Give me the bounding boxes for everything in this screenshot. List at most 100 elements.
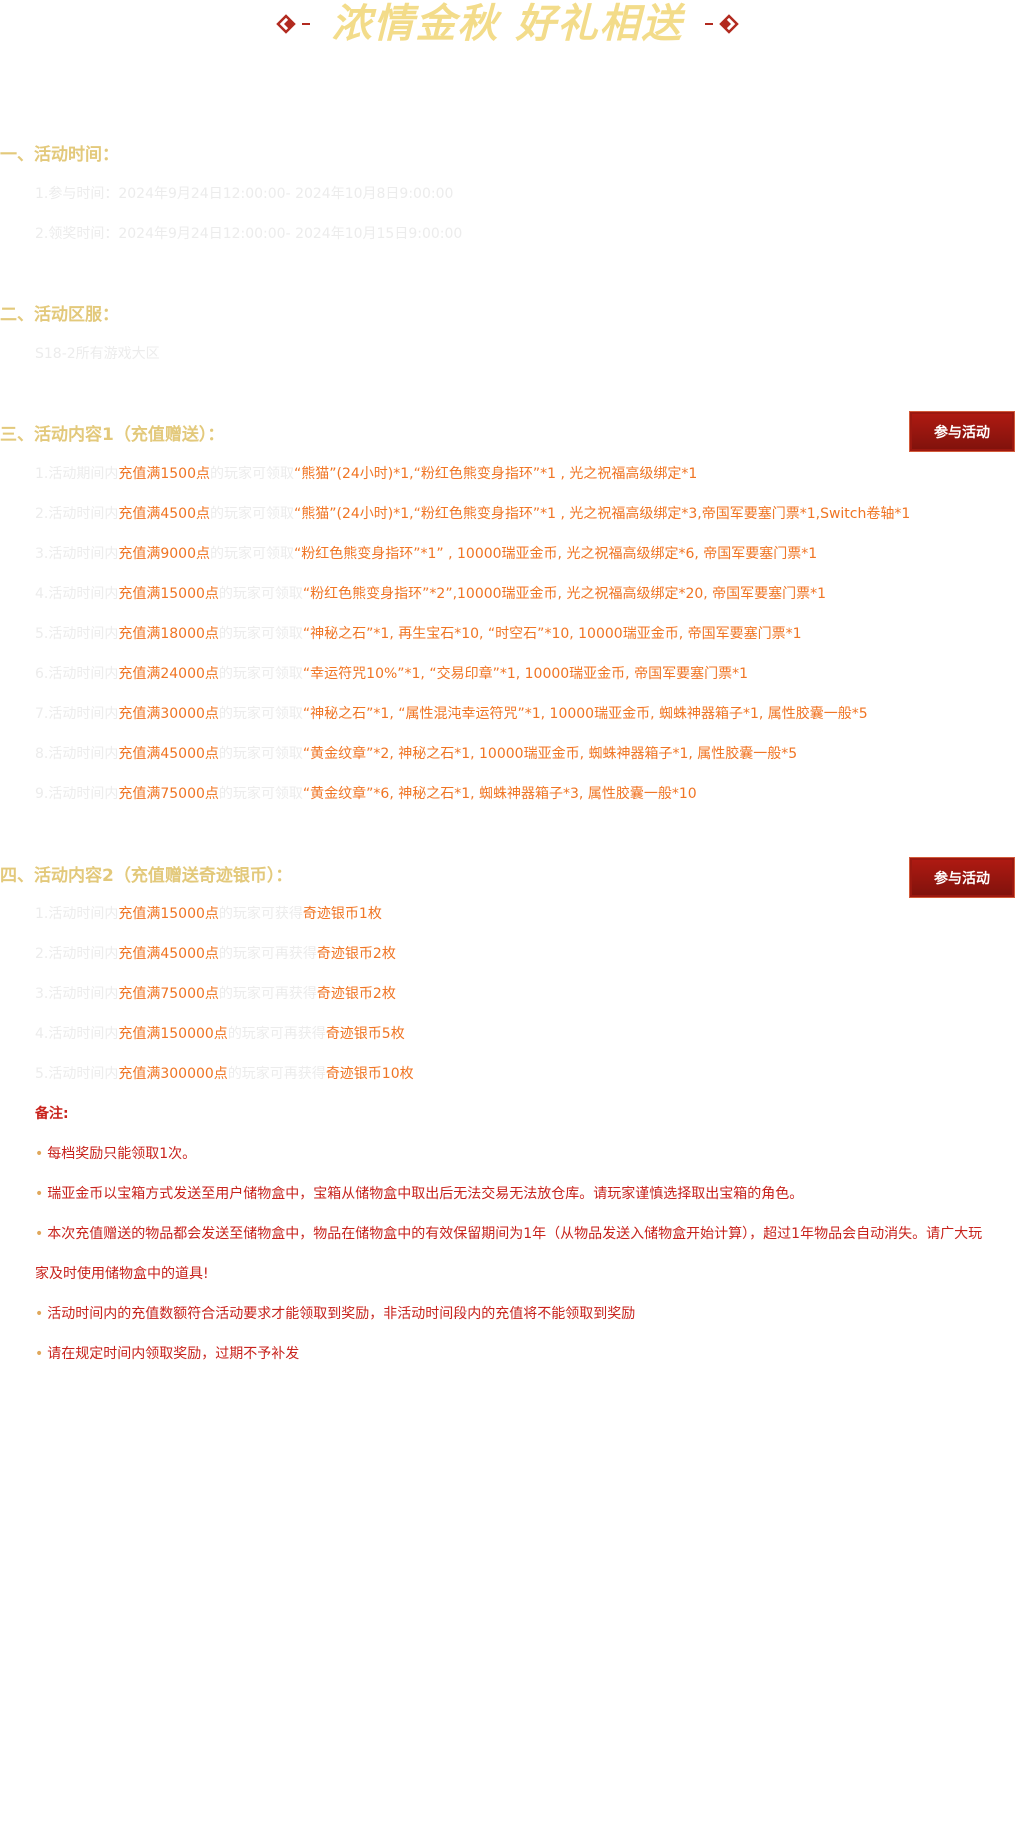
row-mid: 的玩家可再获得 xyxy=(227,1066,326,1082)
row-prefix: 6.活动时间内 xyxy=(35,666,119,682)
note-item: • 请在规定时间内领取奖励，过期不予补发 xyxy=(35,1343,299,1365)
note-item: • 活动时间内的充值数额符合活动要求才能领取到奖励，非活动时间段内的充值将不能领取… xyxy=(35,1303,635,1325)
left-ornament-icon xyxy=(276,14,311,34)
row-reward: “神秘之石”*1, 再生宝石*10, “时空石”*10, 10000瑞亚金币, … xyxy=(302,626,802,642)
row-amount: 充值满18000点 xyxy=(118,626,219,642)
note-text: 瑞亚金币以宝箱方式发送至用户储物盒中，宝箱从储物盒中取出后无法交易无法放仓库。请… xyxy=(47,1186,804,1202)
row-reward: 奇迹银币1枚 xyxy=(302,906,382,922)
row-reward: 奇迹银币5枚 xyxy=(325,1026,405,1042)
row-mid: 的玩家可领取 xyxy=(218,666,303,682)
row-mid: 的玩家可再获得 xyxy=(218,986,317,1002)
bullet-icon: • xyxy=(35,1306,44,1322)
note-item-continued: 家及时使用储物盒中的道具! xyxy=(35,1266,209,1282)
row-amount: 充值满15000点 xyxy=(118,586,219,602)
time-line-1: 1.参与时间：2024年9月24日12:00:00- 2024年10月8日9:0… xyxy=(35,186,454,202)
row-amount: 充值满45000点 xyxy=(118,946,219,962)
row-prefix: 4.活动时间内 xyxy=(35,1026,119,1042)
row-mid: 的玩家可领取 xyxy=(218,786,303,802)
row-prefix: 7.活动时间内 xyxy=(35,706,119,722)
server-line-1: S18-2所有游戏大区 xyxy=(35,346,160,362)
row-amount: 充值满9000点 xyxy=(118,546,210,562)
row-mid: 的玩家可获得 xyxy=(218,906,303,922)
row-reward: “熊猫”(24小时)*1,“粉红色熊变身指环”*1 , 光之祝福高级绑定*1 xyxy=(294,466,698,482)
row-reward: “粉红色熊变身指环”*1” , 10000瑞亚金币, 光之祝福高级绑定*6, 帝… xyxy=(294,546,818,562)
row-reward: 奇迹银币10枚 xyxy=(325,1066,414,1082)
content1-row: 8.活动时间内充值满45000点的玩家可领取“黄金纹章”*2, 神秘之石*1, … xyxy=(35,743,797,765)
row-reward: “黄金纹章”*2, 神秘之石*1, 10000瑞亚金币, 蜘蛛神器箱子*1, 属… xyxy=(302,746,798,762)
row-prefix: 4.活动时间内 xyxy=(35,586,119,602)
right-ornament-icon xyxy=(704,14,739,34)
section-content2-heading: 四、活动内容2（充值赠送奇迹银币）： xyxy=(0,866,293,886)
row-mid: 的玩家可领取 xyxy=(210,546,294,562)
content2-row: 5.活动时间内充值满300000点的玩家可再获得奇迹银币10枚 xyxy=(35,1063,414,1085)
content1-row: 2.活动时间内充值满4500点的玩家可领取“熊猫”(24小时)*1,“粉红色熊变… xyxy=(35,503,910,525)
bullet-icon: • xyxy=(35,1186,44,1202)
note-item: • 每档奖励只能领取1次。 xyxy=(35,1143,196,1165)
row-mid: 的玩家可领取 xyxy=(210,506,294,522)
row-reward: 奇迹银币2枚 xyxy=(316,946,396,962)
content2-row: 1.活动时间内充值满15000点的玩家可获得奇迹银币1枚 xyxy=(35,903,382,925)
row-prefix: 8.活动时间内 xyxy=(35,746,119,762)
content2-row: 2.活动时间内充值满45000点的玩家可再获得奇迹银币2枚 xyxy=(35,943,396,965)
row-prefix: 1.活动期间内 xyxy=(35,466,119,482)
row-prefix: 9.活动时间内 xyxy=(35,786,119,802)
content1-row: 7.活动时间内充值满30000点的玩家可领取“神秘之石”*1, “属性混沌幸运符… xyxy=(35,703,868,725)
note-text: 每档奖励只能领取1次。 xyxy=(47,1146,197,1162)
content1-row: 4.活动时间内充值满15000点的玩家可领取“粉红色熊变身指环”*2”,1000… xyxy=(35,583,826,605)
row-amount: 充值满300000点 xyxy=(118,1066,228,1082)
bullet-icon: • xyxy=(35,1346,44,1362)
section-server-heading: 二、活动区服： xyxy=(0,305,119,325)
page-title: 浓情金秋 好礼相送 xyxy=(331,1,684,47)
note-text: 本次充值赠送的物品都会发送至储物盒中，物品在储物盒中的有效保留期间为1年（从物品… xyxy=(47,1226,983,1242)
section-time-heading: 一、活动时间： xyxy=(0,145,119,165)
row-amount: 充值满30000点 xyxy=(118,706,219,722)
note-text: 活动时间内的充值数额符合活动要求才能领取到奖励，非活动时间段内的充值将不能领取到… xyxy=(47,1306,636,1322)
row-amount: 充值满15000点 xyxy=(118,906,219,922)
content1-row: 6.活动时间内充值满24000点的玩家可领取“幸运符咒10%”*1, “交易印章… xyxy=(35,663,748,685)
row-prefix: 5.活动时间内 xyxy=(35,1066,119,1082)
row-reward: “幸运符咒10%”*1, “交易印章”*1, 10000瑞亚金币, 帝国军要塞门… xyxy=(302,666,748,682)
note-item: • 本次充值赠送的物品都会发送至储物盒中，物品在储物盒中的有效保留期间为1年（从物… xyxy=(35,1223,982,1245)
title-banner: 浓情金秋 好礼相送 xyxy=(0,0,1015,48)
row-amount: 充值满150000点 xyxy=(118,1026,228,1042)
note-item: • 瑞亚金币以宝箱方式发送至用户储物盒中，宝箱从储物盒中取出后无法交易无法放仓库。… xyxy=(35,1183,803,1205)
content1-row: 3.活动时间内充值满9000点的玩家可领取“粉红色熊变身指环”*1” , 100… xyxy=(35,543,817,565)
row-amount: 充值满45000点 xyxy=(118,746,219,762)
join-activity-button-1[interactable]: 参与活动 xyxy=(909,411,1015,452)
join-activity-button-2[interactable]: 参与活动 xyxy=(909,857,1015,898)
row-amount: 充值满1500点 xyxy=(118,466,210,482)
row-mid: 的玩家可领取 xyxy=(210,466,294,482)
row-reward: “熊猫”(24小时)*1,“粉红色熊变身指环”*1 , 光之祝福高级绑定*3,帝… xyxy=(294,506,911,522)
row-mid: 的玩家可领取 xyxy=(218,626,303,642)
bullet-icon: • xyxy=(35,1226,44,1242)
row-prefix: 3.活动时间内 xyxy=(35,546,119,562)
row-mid: 的玩家可领取 xyxy=(218,586,303,602)
row-amount: 充值满75000点 xyxy=(118,986,219,1002)
notes-title: 备注: xyxy=(35,1106,69,1122)
row-prefix: 2.活动时间内 xyxy=(35,946,119,962)
row-prefix: 2.活动时间内 xyxy=(35,506,119,522)
section-content1-heading: 三、活动内容1（充值赠送）： xyxy=(0,425,225,445)
content2-row: 3.活动时间内充值满75000点的玩家可再获得奇迹银币2枚 xyxy=(35,983,396,1005)
row-mid: 的玩家可再获得 xyxy=(218,946,317,962)
row-reward: 奇迹银币2枚 xyxy=(316,986,396,1002)
content2-row: 4.活动时间内充值满150000点的玩家可再获得奇迹银币5枚 xyxy=(35,1023,405,1045)
row-prefix: 5.活动时间内 xyxy=(35,626,119,642)
row-reward: “黄金纹章”*6, 神秘之石*1, 蜘蛛神器箱子*3, 属性胶囊一般*10 xyxy=(302,786,697,802)
row-mid: 的玩家可领取 xyxy=(218,746,303,762)
row-mid: 的玩家可领取 xyxy=(218,706,303,722)
row-prefix: 3.活动时间内 xyxy=(35,986,119,1002)
time-line-2: 2.领奖时间：2024年9月24日12:00:00- 2024年10月15日9:… xyxy=(35,226,463,242)
content1-row: 1.活动期间内充值满1500点的玩家可领取“熊猫”(24小时)*1,“粉红色熊变… xyxy=(35,463,697,485)
row-amount: 充值满75000点 xyxy=(118,786,219,802)
bullet-icon: • xyxy=(35,1146,44,1162)
row-mid: 的玩家可再获得 xyxy=(227,1026,326,1042)
content1-row: 9.活动时间内充值满75000点的玩家可领取“黄金纹章”*6, 神秘之石*1, … xyxy=(35,783,697,805)
row-prefix: 1.活动时间内 xyxy=(35,906,119,922)
row-reward: “粉红色熊变身指环”*2”,10000瑞亚金币, 光之祝福高级绑定*20, 帝国… xyxy=(302,586,827,602)
row-reward: “神秘之石”*1, “属性混沌幸运符咒”*1, 10000瑞亚金币, 蜘蛛神器箱… xyxy=(302,706,868,722)
row-amount: 充值满24000点 xyxy=(118,666,219,682)
content1-row: 5.活动时间内充值满18000点的玩家可领取“神秘之石”*1, 再生宝石*10,… xyxy=(35,623,802,645)
note-text: 请在规定时间内领取奖励，过期不予补发 xyxy=(47,1346,300,1362)
